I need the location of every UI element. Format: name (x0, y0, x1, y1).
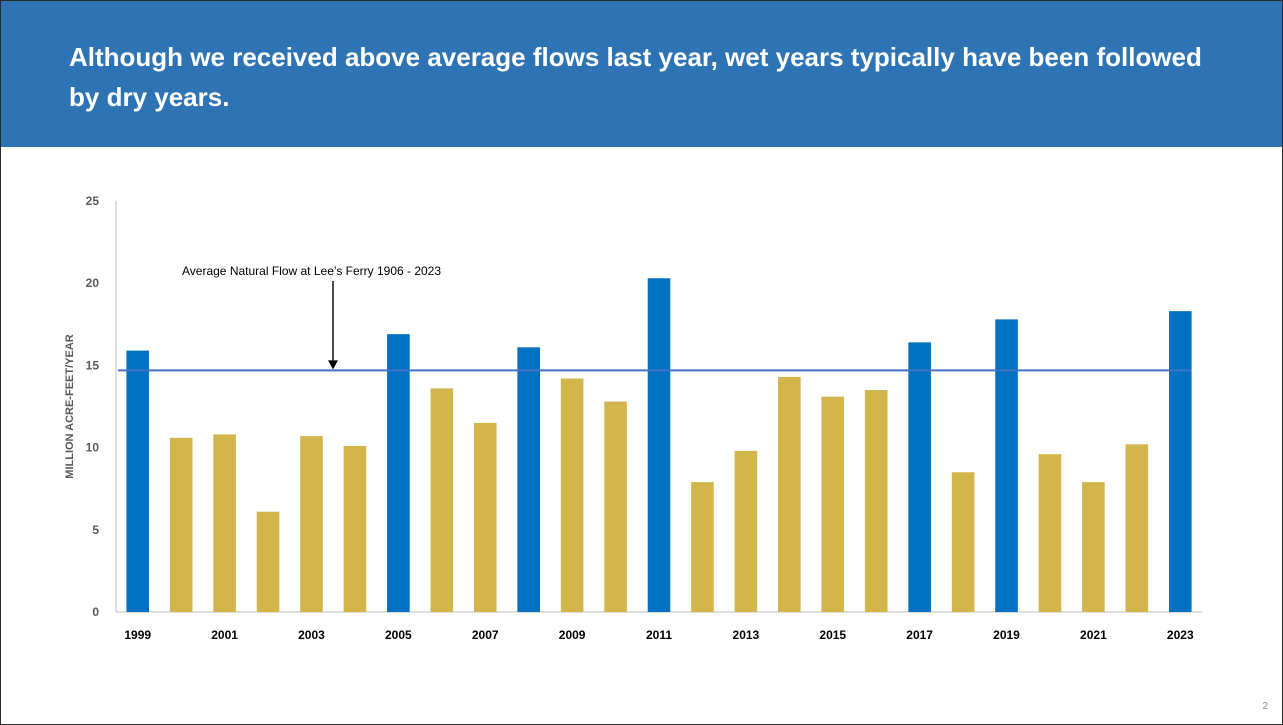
x-tick-label: 2023 (1167, 628, 1194, 642)
bar-2016 (864, 390, 888, 612)
bar-2012 (691, 482, 714, 612)
x-tick-label: 2001 (211, 628, 238, 642)
bar-2020 (1038, 454, 1062, 612)
slide-title: Although we received above average flows… (69, 42, 1202, 112)
bar-series (126, 278, 1192, 612)
bar-1999 (126, 350, 150, 612)
bar-2013 (734, 450, 758, 612)
x-tick-label: 2019 (993, 628, 1020, 642)
x-tick-label: 2017 (906, 628, 933, 642)
y-tick-label: 0 (92, 605, 99, 619)
page-number: 2 (1262, 701, 1268, 712)
bar-2019 (995, 319, 1018, 612)
y-tick-label: 5 (92, 523, 99, 537)
y-tick-label: 15 (86, 358, 100, 372)
bar-2001 (213, 434, 236, 612)
bar-2022 (1125, 444, 1149, 612)
x-tick-label: 1999 (124, 628, 151, 642)
bar-2018 (951, 472, 975, 612)
bar-2010 (604, 401, 627, 612)
bar-2009 (560, 378, 584, 612)
x-tick-label: 2013 (733, 628, 760, 642)
x-tick-label: 2015 (819, 628, 846, 642)
title-banner: Although we received above average flows… (1, 1, 1282, 147)
y-axis-label: MILLION ACRE-FEET/YEAR (64, 334, 76, 478)
bar-2007 (473, 422, 497, 612)
y-tick-label: 20 (86, 276, 100, 290)
x-tick-label: 2007 (472, 628, 499, 642)
bar-2015 (821, 396, 845, 612)
annotation-arrow-head (328, 360, 338, 370)
bar-2014 (778, 376, 801, 612)
bar-2008 (517, 347, 540, 612)
bar-2003 (300, 436, 323, 612)
bar-2005 (387, 334, 410, 612)
y-tick-label: 10 (86, 441, 100, 455)
x-tick-label: 2011 (646, 628, 672, 642)
bar-2017 (908, 342, 931, 612)
x-tick-label: 2021 (1080, 628, 1107, 642)
bar-2011 (647, 278, 671, 612)
x-axis-ticks: 1999 2001 2003 2005 2007 2009 2011 2013 2015 2017… (124, 628, 1194, 642)
bar-2000 (169, 437, 193, 612)
average-flow-annotation: Average Natural Flow at Lee’s Ferry 1906… (182, 264, 441, 278)
bar-2006 (430, 388, 454, 612)
bar-2004 (343, 445, 367, 612)
x-tick-label: 2003 (298, 628, 325, 642)
x-tick-label: 2009 (559, 628, 586, 642)
bar-2021 (1082, 482, 1105, 612)
bar-2002 (256, 511, 280, 612)
bar-2023 (1168, 311, 1192, 612)
y-axis-ticks: 0 5 10 15 20 25 (86, 194, 100, 619)
y-tick-label: 25 (86, 194, 100, 208)
x-tick-label: 2005 (385, 628, 412, 642)
